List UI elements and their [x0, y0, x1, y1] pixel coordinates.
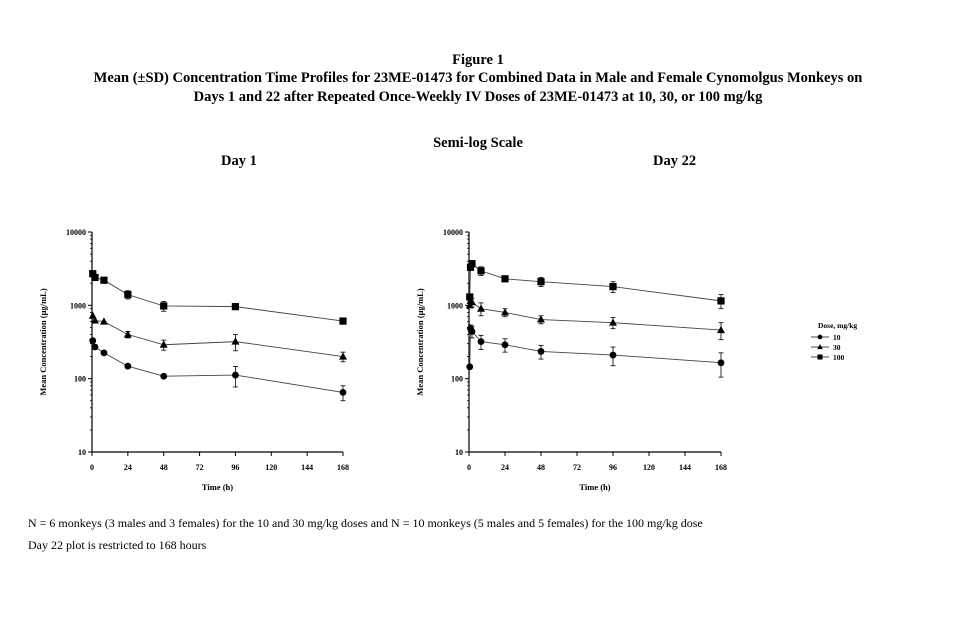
day1-y-tick-label: 10000 [66, 228, 86, 237]
day22-x-tick-label: 168 [715, 463, 727, 472]
day22-series-100-point [717, 297, 725, 305]
day22-series-100-point [466, 263, 475, 271]
day1-series-100-point [339, 317, 347, 325]
day1-x-tick-label: 0 [90, 463, 94, 472]
day22-chart-title: Day 22 [653, 153, 697, 169]
day22-series-30-point [717, 325, 725, 334]
day22-y-tick-label: 10 [455, 448, 463, 457]
day1-series-30-point [90, 316, 99, 324]
day1-x-tick-label: 168 [337, 463, 349, 472]
day22-series-30-point [537, 315, 545, 323]
day22-series-100-point [468, 260, 476, 268]
day1-y-axis-label: Mean Concentration (µg/mL) [38, 288, 48, 396]
legend-label-30: 30 [833, 343, 841, 352]
day22-x-tick-label: 72 [573, 463, 581, 472]
day22-x-tick-label: 24 [501, 463, 509, 472]
day22-series-100-point [501, 275, 509, 283]
day1-series-100-point [91, 273, 99, 282]
day1-x-tick-label: 120 [265, 463, 277, 472]
scale-label: Semi-log Scale [433, 135, 523, 151]
day1-x-axis-label: Time (h) [202, 482, 233, 492]
day1-series-10-point [232, 371, 239, 379]
day1-series-30-point [339, 352, 347, 360]
day22-series-10-point [501, 341, 509, 349]
day1-x-tick-label: 96 [231, 463, 239, 472]
day1-series-10-point [339, 388, 347, 396]
day22-series-10-point [717, 359, 725, 367]
day22-x-tick-label: 0 [467, 463, 471, 472]
day1-series-100-point [124, 291, 132, 299]
day22-y-axis-label: Mean Concentration (µg/mL) [415, 288, 425, 396]
day22-series-10-point [466, 363, 474, 371]
day22-x-tick-label: 48 [537, 463, 545, 472]
day22-series-30-line [469, 299, 722, 331]
day1-series-30-point [159, 340, 168, 348]
day22-x-tick-label: 96 [609, 463, 617, 472]
day1-x-tick-label: 144 [301, 463, 313, 472]
footnote-sample-size: N = 6 monkeys (3 males and 3 females) fo… [28, 516, 703, 530]
legend-marker-100 [817, 354, 823, 360]
footnote-restriction: Day 22 plot is restricted to 168 hours [28, 538, 207, 552]
day22-x-tick-label: 120 [643, 463, 655, 472]
day1-series-100-point [160, 302, 168, 310]
legend-title: Dose, mg/kg [818, 321, 857, 330]
day22-series-30-point [609, 318, 617, 326]
day22-y-tick-label: 100 [451, 375, 463, 384]
day1-series-10-point [124, 362, 132, 370]
figure-label: Figure 1 [452, 52, 504, 68]
legend-label-100: 100 [833, 353, 845, 362]
day22-x-axis-label: Time (h) [579, 482, 610, 492]
day1-series-10-point [100, 349, 108, 357]
day22-series-30-point [477, 304, 485, 312]
day22-series-10-point [609, 351, 617, 359]
day1-series-30-point [99, 317, 108, 325]
day22-series-10-line [469, 326, 722, 367]
day1-y-tick-label: 1000 [70, 301, 86, 310]
day1-x-tick-label: 24 [124, 463, 132, 472]
day22-y-tick-label: 10000 [443, 228, 463, 237]
day1-series-10-point [160, 372, 168, 380]
day22-series-30-point [501, 308, 509, 316]
day22-series-100-point [466, 293, 474, 301]
legend-marker-30 [817, 344, 823, 350]
day1-y-tick-label: 100 [74, 375, 86, 384]
day22-series-30-point [468, 298, 476, 306]
figure-title-line-2: Days 1 and 22 after Repeated Once-Weekly… [193, 89, 763, 105]
day1-series-100-point [100, 276, 108, 284]
day22-series-10-point [468, 328, 476, 335]
day22-series-100-point [609, 283, 617, 291]
day1-chart-title: Day 1 [221, 153, 257, 169]
legend-label-10: 10 [833, 333, 841, 342]
day1-series-100-point [89, 270, 97, 278]
day22-x-tick-label: 144 [679, 463, 691, 472]
day22-series-100-point [477, 267, 485, 275]
day1-series-30-point [123, 330, 132, 338]
day22-series-100-point [537, 278, 545, 286]
legend-marker-10 [817, 334, 823, 340]
day22-y-tick-label: 1000 [447, 301, 463, 310]
day1-x-tick-label: 72 [196, 463, 204, 472]
day1-series-30-point [231, 337, 240, 345]
day22-series-10-point [537, 348, 545, 355]
day1-series-100-point [231, 303, 240, 311]
day1-y-tick-label: 10 [78, 448, 86, 457]
day1-series-10-point [91, 343, 99, 351]
figure-title-line-1: Mean (±SD) Concentration Time Profiles f… [93, 70, 863, 86]
day1-series-10-point [89, 337, 97, 345]
day1-x-tick-label: 48 [160, 463, 168, 472]
day22-series-10-point [477, 338, 485, 346]
